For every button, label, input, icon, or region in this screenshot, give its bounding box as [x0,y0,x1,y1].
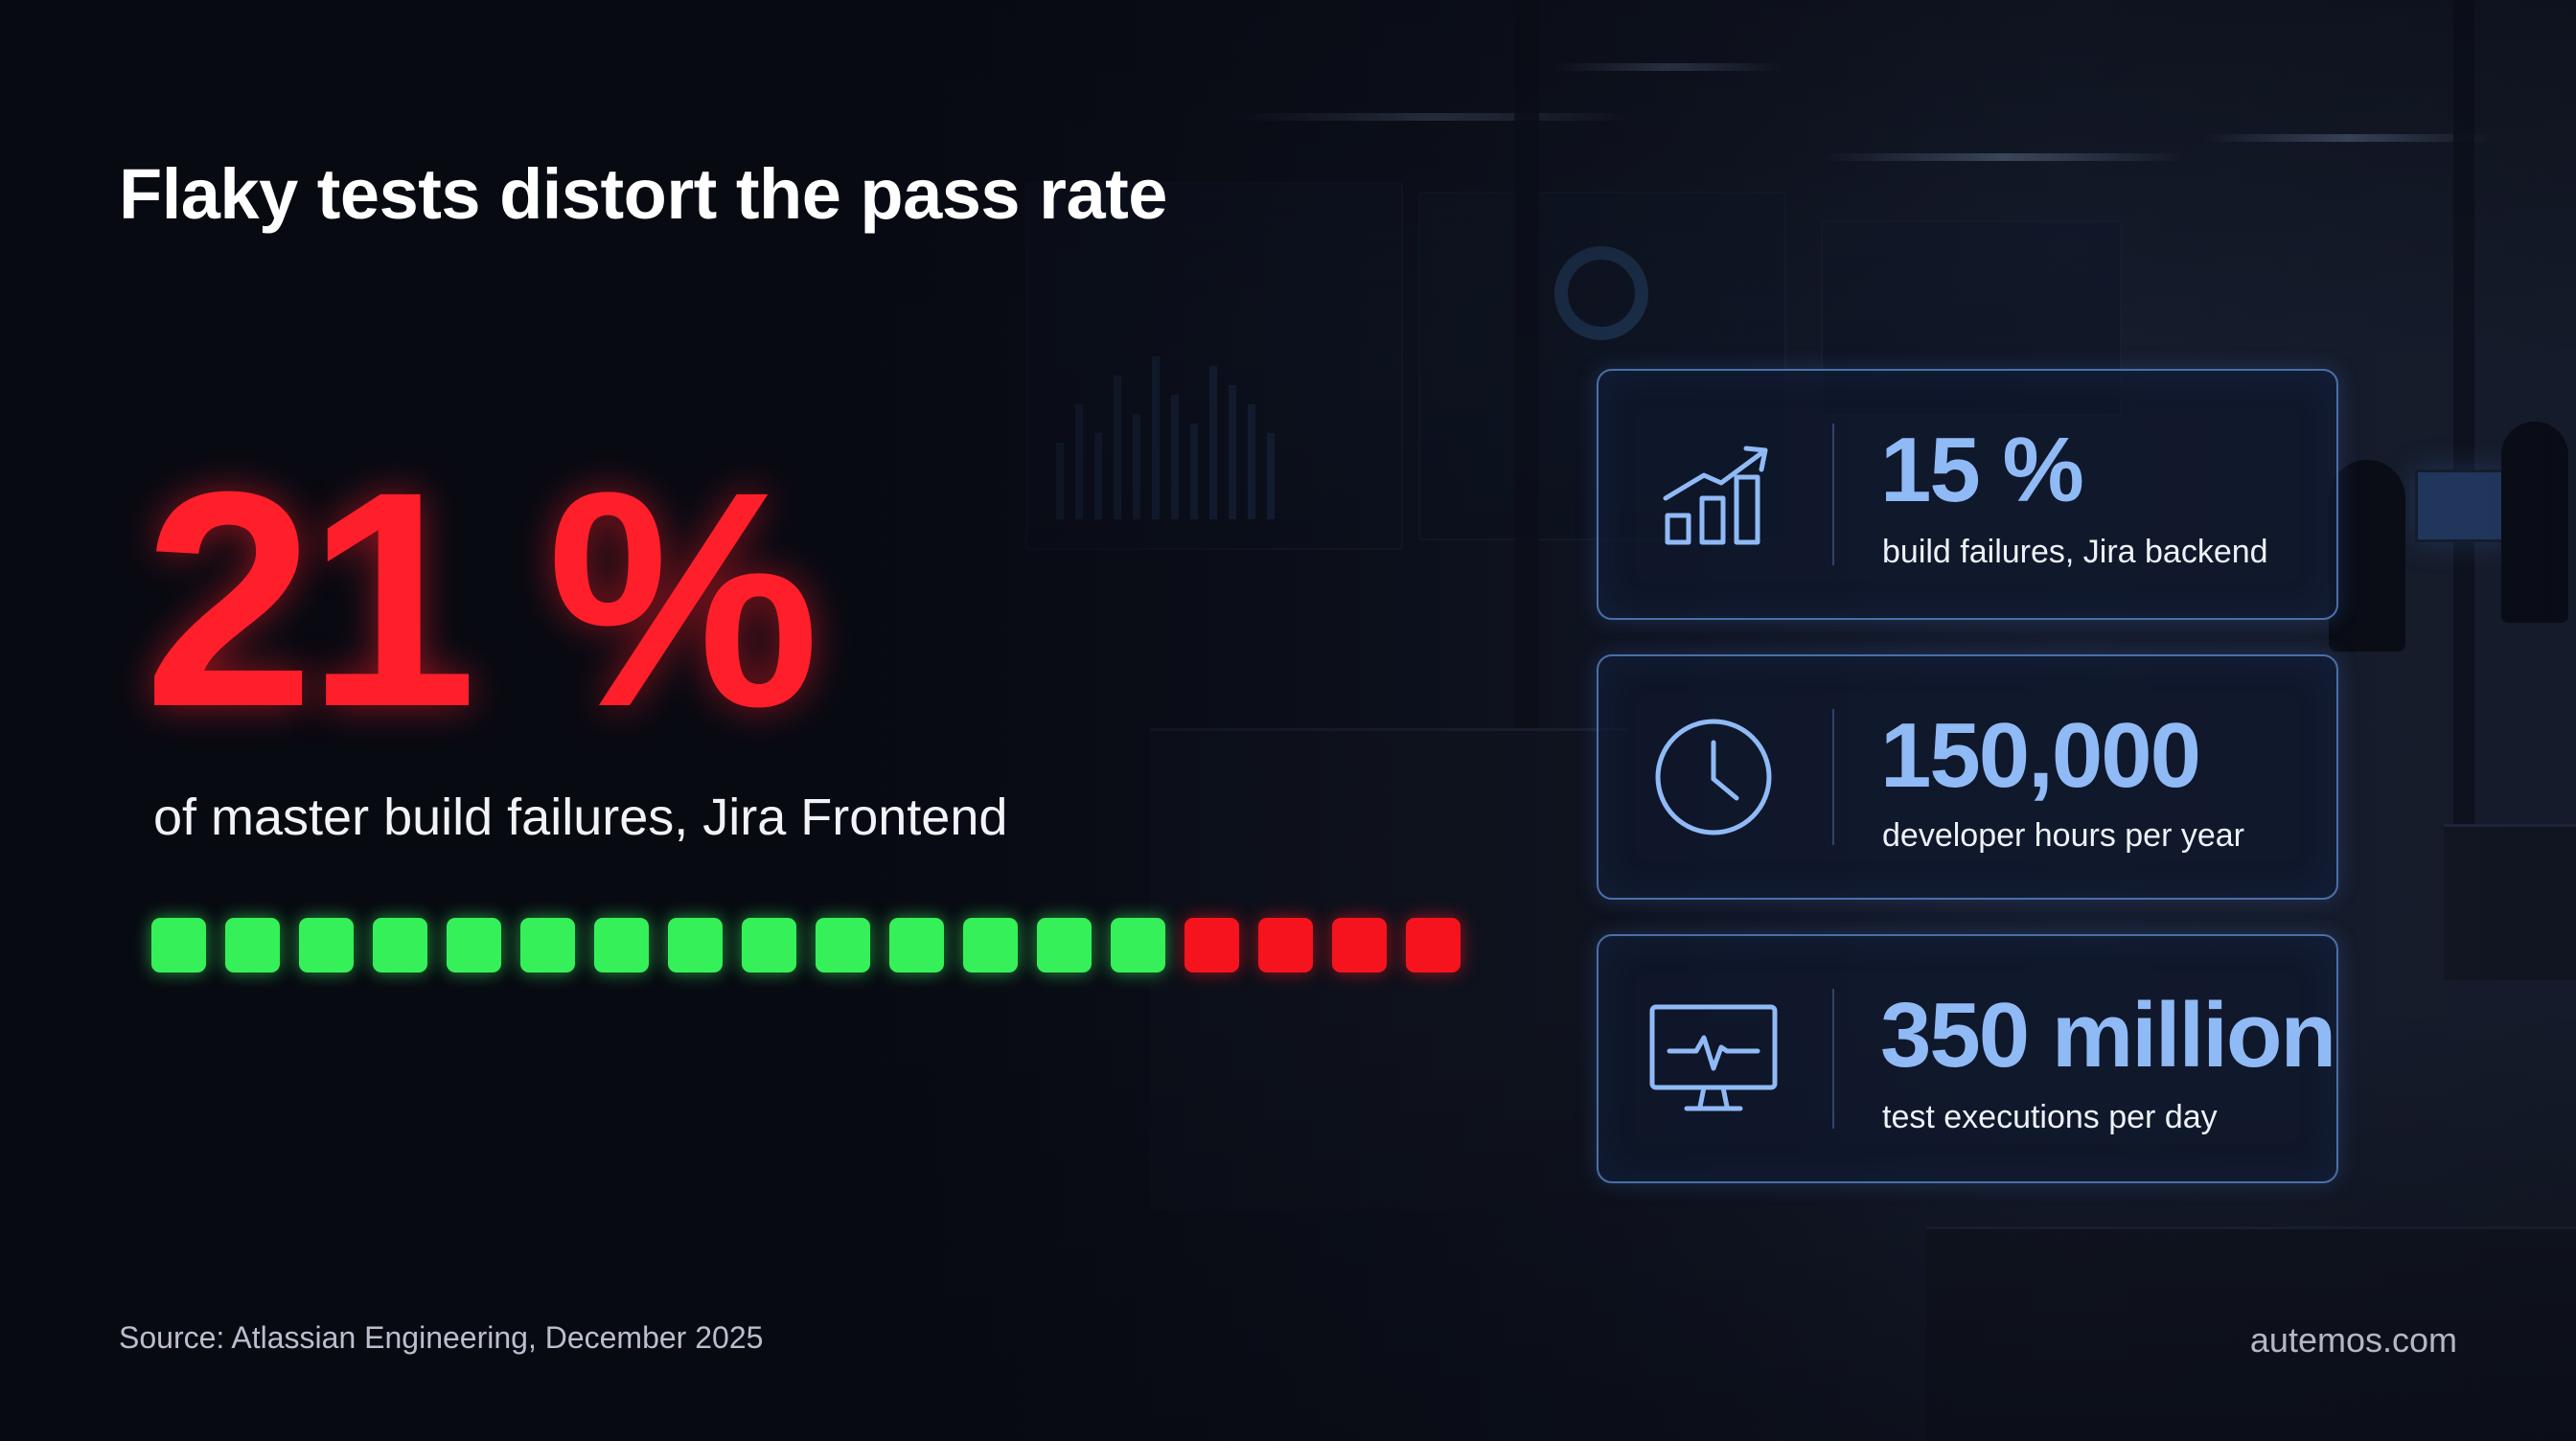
stat-card-backend: 15 % build failures, Jira backend [1597,369,2338,620]
fail-cell [1332,918,1387,972]
page-title: Flaky tests distort the pass rate [119,154,1167,234]
headline-stat-value: 21 % [144,427,819,770]
stat-card-label: test executions per day [1882,1099,2218,1135]
pass-cell [889,918,944,972]
stat-card-label: build failures, Jira backend [1882,534,2268,570]
card-divider [1832,989,1834,1129]
fail-cell [1406,918,1460,972]
monitor-heartbeat-icon [1649,1004,1778,1111]
stat-card-hours: 150,000 developer hours per year [1597,654,2338,900]
card-divider [1832,709,1834,845]
fail-cell [1184,918,1239,972]
stat-card-executions: 350 million test executions per day [1597,934,2338,1183]
pass-cell [373,918,427,972]
brand-url: autemos.com [2249,1320,2457,1360]
stat-card-value: 15 % [1880,419,2084,521]
pass-cell [816,918,870,972]
pass-cell [668,918,723,972]
pass-cell [594,918,649,972]
card-divider [1832,423,1834,565]
pass-cell [225,918,280,972]
pass-cell [299,918,354,972]
pass-cell [963,918,1018,972]
pass-fail-bar [151,918,1460,972]
pass-cell [520,918,575,972]
pass-cell [447,918,501,972]
fail-cell [1258,918,1313,972]
stat-card-label: developer hours per year [1882,817,2245,854]
stat-card-value: 150,000 [1880,704,2201,807]
growth-chart-icon [1663,446,1768,545]
pass-cell [742,918,796,972]
clock-icon [1655,719,1772,835]
pass-cell [1111,918,1165,972]
source-citation: Source: Atlassian Engineering, December … [119,1320,764,1355]
pass-cell [1037,918,1092,972]
headline-stat-caption: of master build failures, Jira Frontend [153,789,1008,846]
stat-card-value: 350 million [1880,984,2336,1086]
pass-cell [151,918,206,972]
